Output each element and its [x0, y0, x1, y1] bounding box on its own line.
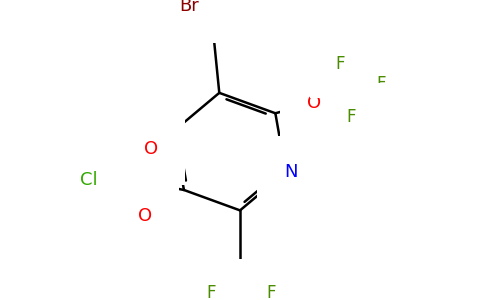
Text: O: O — [307, 94, 321, 112]
Text: N: N — [284, 163, 298, 181]
Text: O: O — [144, 140, 158, 158]
Text: F: F — [266, 284, 275, 300]
Text: F: F — [377, 76, 386, 94]
Text: Br: Br — [180, 0, 199, 15]
Text: Cl: Cl — [80, 171, 98, 189]
Text: S: S — [125, 173, 136, 191]
Text: F: F — [347, 108, 356, 126]
Text: F: F — [207, 284, 216, 300]
Text: F: F — [335, 55, 345, 73]
Text: O: O — [138, 207, 152, 225]
